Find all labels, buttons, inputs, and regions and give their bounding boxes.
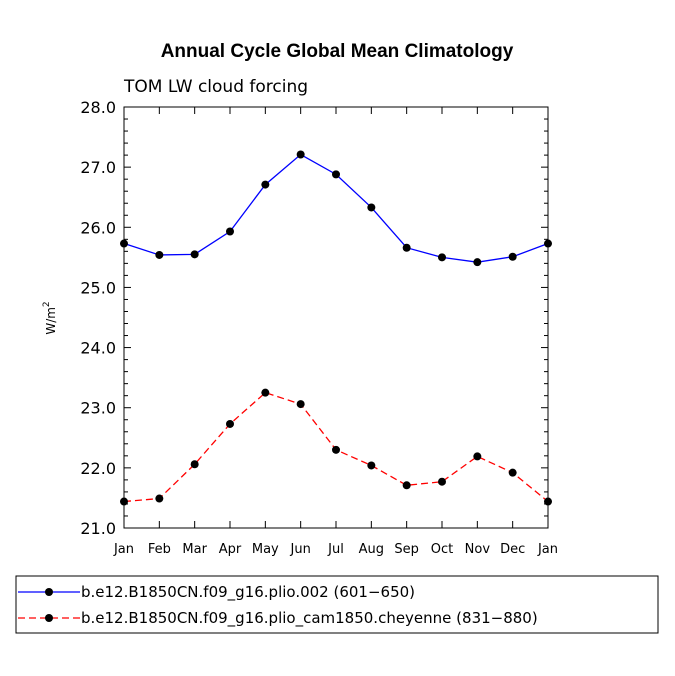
- series-1-point: [473, 258, 482, 267]
- series-2-point: [296, 400, 305, 409]
- y-tick-label: 26.0: [80, 218, 116, 237]
- y-tick-label: 23.0: [80, 399, 116, 418]
- series-2-point: [120, 497, 128, 506]
- y-axis-label-base: W/m: [44, 307, 58, 335]
- legend-box: [15, 575, 659, 634]
- series-2-point: [402, 481, 411, 490]
- series-2-point: [367, 461, 376, 470]
- series-2-point: [155, 494, 164, 503]
- legend-entry-series-2: b.e12.B1850CN.f09_g16.plio_cam1850.cheye…: [18, 609, 538, 628]
- x-tick-label: May: [252, 542, 279, 557]
- series-2: [120, 388, 552, 506]
- series-1-point: [332, 170, 340, 179]
- series-1-point: [402, 243, 411, 252]
- series-layer: [120, 150, 552, 506]
- series-2-point: [190, 460, 199, 469]
- series-1-point: [508, 252, 517, 261]
- x-tick-label: Feb: [148, 542, 171, 557]
- series-1-point: [261, 180, 270, 189]
- series-1-point: [190, 250, 199, 259]
- x-tick-label: Jul: [327, 542, 344, 557]
- x-axis-ticks: Jan Feb Mar Apr May Jun Jul Aug Sep Oct Nov Dec Jan: [113, 107, 558, 557]
- x-tick-label: Mar: [182, 542, 207, 557]
- series-2-point: [261, 388, 270, 397]
- y-tick-label: 25.0: [80, 278, 116, 297]
- x-tick-label: Apr: [219, 542, 242, 557]
- legend: b.e12.B1850CN.f09_g16.plio.002 (601−650)…: [15, 575, 659, 634]
- series-1-point: [438, 253, 446, 262]
- y-axis-label: W/m2: [42, 301, 58, 334]
- y-tick-label: 27.0: [80, 158, 116, 177]
- series-2-point: [438, 477, 446, 486]
- legend-label-series-1: b.e12.B1850CN.f09_g16.plio.002 (601−650): [81, 583, 415, 602]
- plot-frame: [123, 106, 549, 529]
- chart-subtitle: TOM LW cloud forcing: [123, 77, 308, 97]
- x-tick-label: Jan: [537, 542, 558, 557]
- x-tick-label: Jun: [290, 542, 311, 557]
- chart-title: Annual Cycle Global Mean Climatology: [161, 41, 514, 62]
- legend-marker-series-1: [45, 588, 53, 596]
- y-tick-label: 28.0: [80, 98, 116, 117]
- legend-marker-series-2: [45, 614, 53, 622]
- series-1-point: [120, 239, 128, 248]
- series-1-point: [367, 203, 376, 212]
- x-tick-label: Oct: [431, 542, 453, 557]
- legend-entry-series-1: b.e12.B1850CN.f09_g16.plio.002 (601−650): [18, 583, 415, 602]
- x-tick-label: Nov: [465, 542, 491, 557]
- x-tick-label: Sep: [394, 542, 419, 557]
- series-2-point: [473, 452, 482, 461]
- series-2-point: [332, 445, 340, 454]
- series-1: [120, 150, 552, 267]
- y-axis-label-superscript: 2: [42, 301, 52, 307]
- series-2-point: [544, 497, 552, 506]
- x-tick-label: Aug: [359, 542, 384, 557]
- series-1-point: [226, 227, 234, 236]
- y-axis-ticks: 21.0 22.0 23.0 24.0 25.0 26.0 27.0 28.0: [80, 98, 548, 538]
- legend-label-series-2: b.e12.B1850CN.f09_g16.plio_cam1850.cheye…: [81, 609, 538, 628]
- series-1-point: [155, 250, 164, 259]
- x-tick-label: Dec: [500, 542, 525, 557]
- series-2-point: [508, 468, 517, 477]
- series-2-point: [226, 419, 234, 428]
- y-tick-label: 22.0: [80, 459, 116, 478]
- y-tick-label: 24.0: [80, 339, 116, 358]
- series-1-point: [544, 239, 552, 248]
- series-1-point: [296, 150, 305, 159]
- y-tick-label: 21.0: [80, 519, 116, 538]
- x-tick-label: Jan: [113, 542, 134, 557]
